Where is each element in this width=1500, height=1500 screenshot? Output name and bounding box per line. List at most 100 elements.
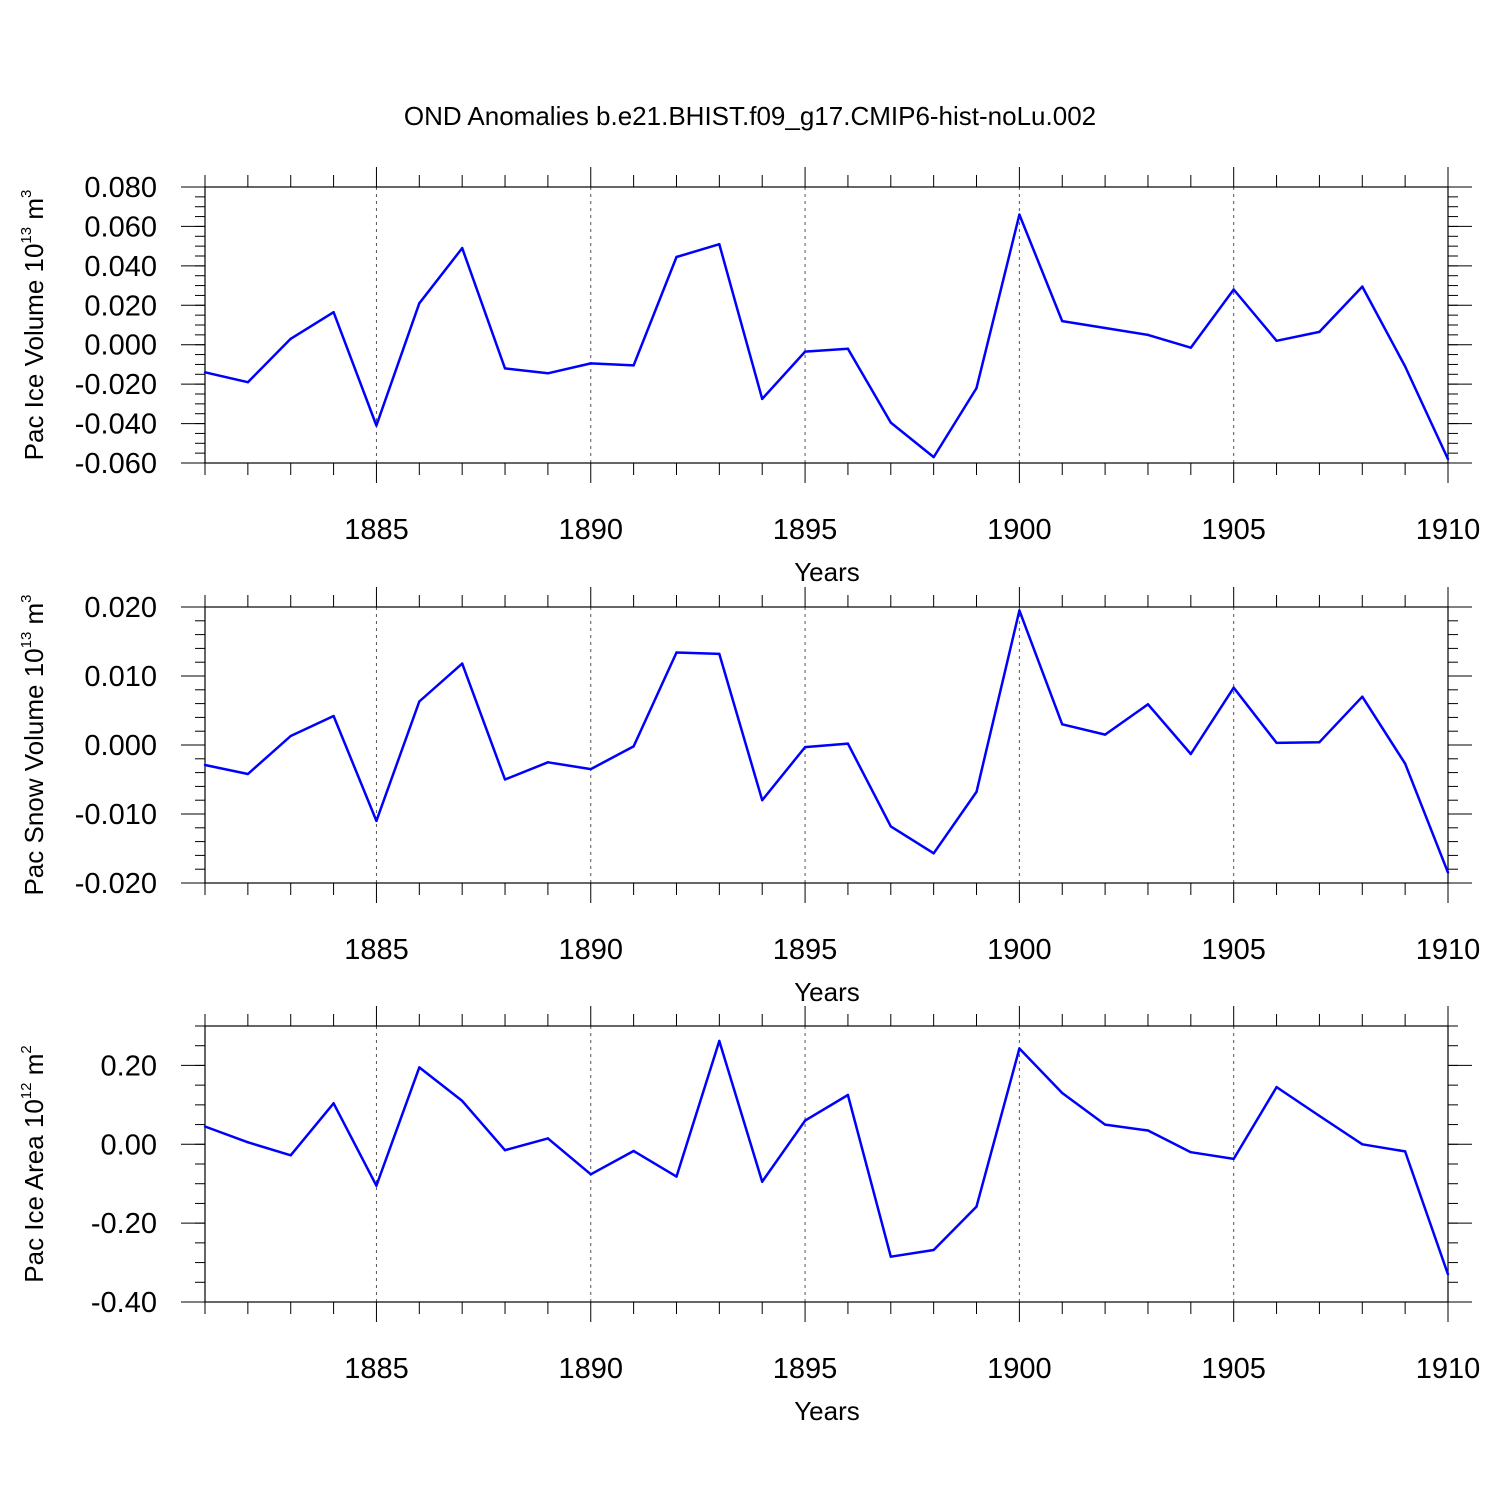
panel-3: -0.40 -0.20 0.00 0.20 1885 1890 1895 1900 1905 19…	[18, 1006, 1480, 1426]
data-point	[675, 651, 678, 654]
data-point	[1275, 1085, 1278, 1089]
data-point	[503, 778, 507, 781]
x-tick-label: 1905	[1201, 934, 1266, 966]
data-point	[289, 337, 292, 340]
series-line	[204, 213, 1450, 460]
x-axis-label: Years	[794, 1396, 860, 1426]
data-point	[546, 372, 550, 375]
data-point	[761, 799, 764, 802]
y-tick-label: -0.020	[75, 868, 157, 900]
data-point	[375, 819, 378, 823]
y-axis-label-part: m	[19, 198, 49, 227]
data-point	[975, 386, 978, 390]
data-point	[932, 455, 935, 459]
data-point	[932, 852, 935, 855]
data-point	[1403, 1150, 1407, 1153]
y-tick-label: -0.010	[75, 799, 157, 831]
data-point	[503, 367, 507, 370]
x-axis-label: Years	[794, 977, 860, 1007]
data-point	[1061, 723, 1064, 726]
panel-2: -0.020 -0.010 0.000 0.010 0.020 1885 1890 1895 1…	[18, 587, 1480, 1007]
data-point	[718, 1039, 721, 1043]
data-point	[1146, 333, 1150, 337]
data-point	[1189, 1150, 1193, 1154]
data-point	[975, 1205, 978, 1208]
x-tick-label: 1900	[987, 934, 1052, 966]
y-tick-label: 0.00	[101, 1129, 157, 1161]
data-point	[589, 362, 592, 365]
data-point	[1446, 457, 1450, 461]
data-point	[332, 714, 335, 718]
data-point	[289, 734, 292, 738]
x-tick-label: 1910	[1416, 1353, 1481, 1385]
data-point	[846, 742, 850, 745]
data-point	[932, 1248, 935, 1252]
data-point	[203, 371, 207, 374]
y-tick-label: -0.40	[91, 1287, 157, 1319]
y-tick-label: 0.000	[84, 330, 157, 362]
data-point	[332, 310, 335, 314]
data-point	[718, 242, 721, 246]
data-point	[246, 772, 250, 776]
x-tick-label: 1910	[1416, 514, 1481, 546]
data-point	[632, 745, 635, 748]
data-point	[375, 424, 378, 427]
panel-1: -0.060 -0.040 -0.020 0.000 0.020 0.040 0.060 0.…	[18, 167, 1480, 587]
y-tick-label: 0.080	[84, 172, 157, 204]
x-tick-label: 1900	[987, 1353, 1052, 1385]
data-point	[803, 1119, 807, 1122]
data-point	[1275, 741, 1278, 745]
data-point	[1403, 762, 1407, 765]
data-point	[1103, 733, 1107, 736]
data-point	[1275, 339, 1278, 342]
data-point	[1318, 330, 1321, 334]
x-tick-label: 1890	[559, 934, 624, 966]
data-point	[332, 1102, 335, 1105]
y-axis-label-part: Pac Ice Area 10	[19, 1099, 49, 1283]
data-point	[675, 255, 678, 259]
plot-frame	[204, 1025, 1449, 1303]
data-point	[589, 1173, 592, 1176]
data-point	[1146, 703, 1150, 706]
y-tick-label: 0.040	[84, 251, 157, 283]
data-point	[503, 1149, 507, 1152]
data-point	[1232, 686, 1235, 689]
x-tick-label: 1890	[559, 1353, 624, 1385]
data-point	[460, 662, 464, 665]
y-axis-label-part: Pac Snow Volume 10	[19, 648, 49, 895]
data-point	[246, 380, 250, 384]
y-tick-label: 0.000	[84, 730, 157, 762]
data-point	[1446, 1273, 1450, 1276]
data-point	[203, 1125, 207, 1128]
data-point	[1061, 319, 1064, 323]
data-point	[975, 790, 978, 794]
data-point	[418, 700, 421, 703]
y-axis-label-part: 2	[18, 1045, 35, 1053]
data-point	[375, 1184, 378, 1187]
data-point	[1061, 1091, 1064, 1095]
series-line	[204, 1039, 1450, 1275]
data-point	[1361, 285, 1364, 288]
data-point	[1232, 288, 1235, 291]
y-axis-label-part: m	[19, 1054, 49, 1083]
x-tick-label: 1885	[344, 514, 409, 546]
y-axis-label-part: 13	[18, 227, 35, 244]
y-tick-label: -0.040	[75, 409, 157, 441]
y-axis-label-part: 3	[18, 190, 35, 198]
data-point	[1103, 1123, 1107, 1126]
data-point	[1103, 326, 1107, 330]
data-point	[1018, 609, 1021, 612]
y-tick-label: 0.020	[84, 290, 157, 322]
data-point	[1018, 213, 1021, 216]
x-tick-label: 1900	[987, 514, 1052, 546]
series-line	[204, 609, 1450, 874]
y-axis-label: Pac Ice Area 1012 m2	[18, 1045, 49, 1282]
chart-title: OND Anomalies b.e21.BHIST.f09_g17.CMIP6-…	[404, 101, 1096, 131]
y-tick-label: 0.20	[101, 1050, 157, 1082]
data-point	[846, 347, 850, 350]
data-point	[546, 761, 550, 764]
x-tick-label: 1895	[773, 1353, 838, 1385]
data-point	[1318, 1114, 1321, 1118]
data-point	[418, 1066, 421, 1069]
